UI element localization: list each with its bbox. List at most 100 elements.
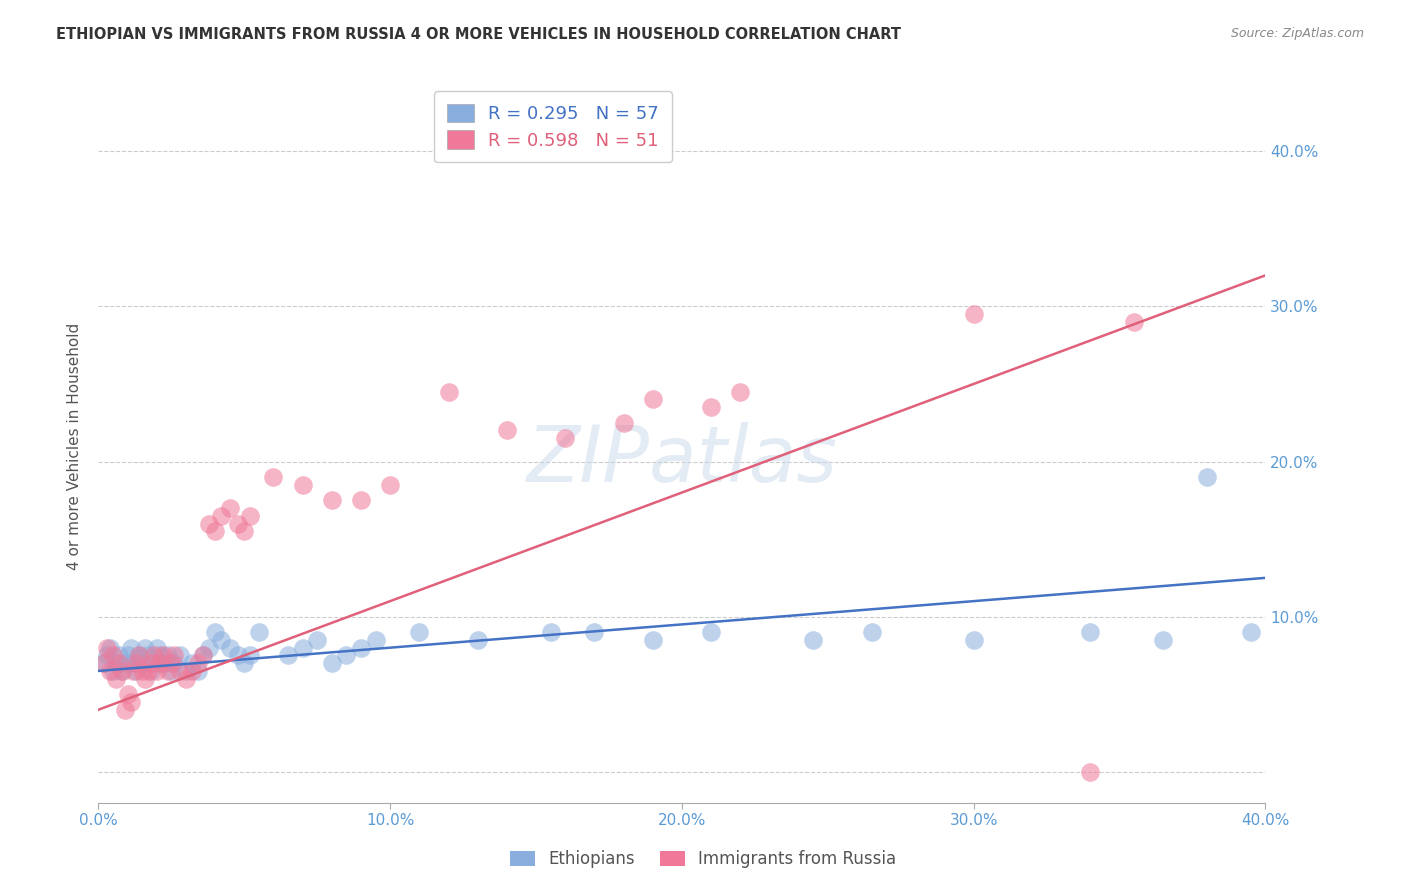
Point xyxy=(136,648,159,663)
Point xyxy=(104,672,127,686)
Point xyxy=(291,640,314,655)
Point xyxy=(437,384,460,399)
Point xyxy=(350,640,373,655)
Point xyxy=(193,648,215,663)
Point xyxy=(120,695,142,709)
Point xyxy=(146,640,169,655)
Point xyxy=(641,632,664,647)
Point xyxy=(169,664,191,678)
Point xyxy=(1152,632,1174,647)
Point xyxy=(93,656,115,670)
Point xyxy=(111,664,134,678)
Point xyxy=(239,648,262,663)
Point xyxy=(122,664,145,678)
Point xyxy=(801,632,824,647)
Point xyxy=(125,664,148,678)
Point xyxy=(1195,470,1218,484)
Point xyxy=(139,664,162,678)
Point xyxy=(125,656,148,670)
Point xyxy=(96,648,118,663)
Text: ZIPatlas: ZIPatlas xyxy=(526,422,838,499)
Point xyxy=(180,664,202,678)
Point xyxy=(139,656,162,670)
Point xyxy=(641,392,664,407)
Point xyxy=(350,493,373,508)
Point xyxy=(169,648,191,663)
Text: Source: ZipAtlas.com: Source: ZipAtlas.com xyxy=(1230,27,1364,40)
Point xyxy=(193,648,215,663)
Point xyxy=(117,687,139,701)
Point xyxy=(160,664,183,678)
Point xyxy=(157,664,180,678)
Point xyxy=(962,632,984,647)
Point xyxy=(228,648,250,663)
Point xyxy=(163,656,186,670)
Point xyxy=(962,307,984,321)
Point xyxy=(307,632,329,647)
Point xyxy=(142,648,165,663)
Point xyxy=(408,625,430,640)
Point xyxy=(122,656,145,670)
Point xyxy=(187,664,209,678)
Point xyxy=(321,656,343,670)
Point xyxy=(114,703,136,717)
Y-axis label: 4 or more Vehicles in Household: 4 or more Vehicles in Household xyxy=(67,322,83,570)
Point xyxy=(101,664,124,678)
Point xyxy=(93,656,115,670)
Point xyxy=(860,625,883,640)
Legend: Ethiopians, Immigrants from Russia: Ethiopians, Immigrants from Russia xyxy=(503,844,903,875)
Point xyxy=(239,508,262,523)
Point xyxy=(218,501,240,516)
Point xyxy=(131,664,153,678)
Point xyxy=(321,493,343,508)
Point xyxy=(149,648,172,663)
Point xyxy=(117,648,139,663)
Point xyxy=(134,672,156,686)
Point xyxy=(187,656,209,670)
Point xyxy=(1123,315,1146,329)
Point xyxy=(198,640,221,655)
Point xyxy=(540,625,562,640)
Point xyxy=(262,470,284,484)
Point xyxy=(378,477,402,491)
Point xyxy=(209,508,232,523)
Point xyxy=(128,648,150,663)
Point xyxy=(101,648,124,663)
Point xyxy=(114,656,136,670)
Point xyxy=(149,656,172,670)
Point xyxy=(277,648,299,663)
Point xyxy=(104,656,127,670)
Point xyxy=(612,416,634,430)
Point xyxy=(364,632,387,647)
Point xyxy=(174,664,197,678)
Point xyxy=(98,664,121,678)
Point xyxy=(700,401,723,415)
Point xyxy=(204,625,226,640)
Legend: R = 0.295   N = 57, R = 0.598   N = 51: R = 0.295 N = 57, R = 0.598 N = 51 xyxy=(434,91,672,162)
Point xyxy=(157,648,180,663)
Point xyxy=(218,640,240,655)
Point xyxy=(198,516,221,531)
Point xyxy=(108,648,131,663)
Point xyxy=(131,656,153,670)
Point xyxy=(1080,764,1102,779)
Point xyxy=(228,516,250,531)
Point xyxy=(209,632,232,647)
Point xyxy=(142,656,165,670)
Point xyxy=(495,424,517,438)
Point xyxy=(335,648,357,663)
Point xyxy=(554,431,576,445)
Point xyxy=(152,648,174,663)
Point xyxy=(583,625,606,640)
Point xyxy=(146,664,169,678)
Point xyxy=(98,640,121,655)
Point xyxy=(108,656,131,670)
Point xyxy=(233,524,256,539)
Point xyxy=(111,664,134,678)
Point xyxy=(128,648,150,663)
Point xyxy=(174,672,197,686)
Point xyxy=(233,656,256,670)
Point xyxy=(134,640,156,655)
Point xyxy=(204,524,226,539)
Point xyxy=(728,384,751,399)
